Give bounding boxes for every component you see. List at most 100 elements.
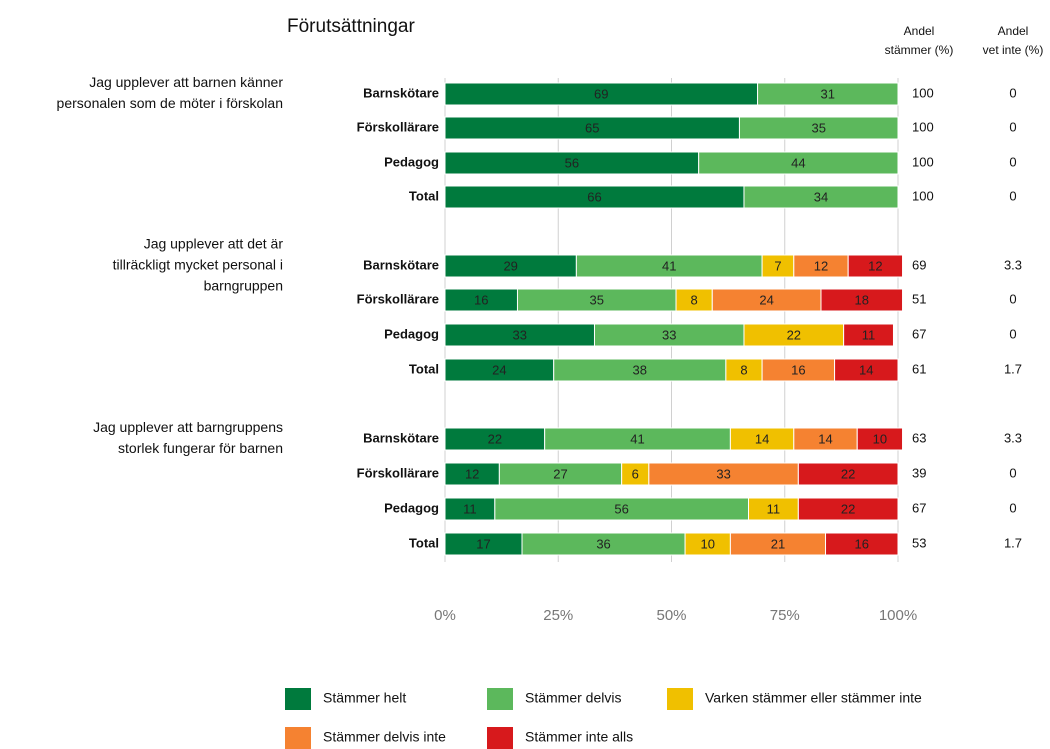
bar-value-label: 33 xyxy=(716,466,730,481)
bar-segment xyxy=(856,427,904,451)
bar-value-label: 22 xyxy=(841,501,855,516)
bar-segment xyxy=(698,151,899,175)
legend-swatch xyxy=(667,688,693,710)
category-label: Förskollärare xyxy=(357,465,439,480)
column-value: 63 xyxy=(912,430,926,445)
category-label: Total xyxy=(409,535,439,550)
category-label: Total xyxy=(409,361,439,376)
bar-value-label: 16 xyxy=(474,292,488,307)
bar-value-label: 16 xyxy=(855,536,869,551)
legend-swatch xyxy=(487,727,513,749)
column-value: 0 xyxy=(1009,291,1016,306)
column-value: 100 xyxy=(912,188,934,203)
column-value: 100 xyxy=(912,119,934,134)
column-header: vet inte (%) xyxy=(983,43,1044,57)
column-value: 39 xyxy=(912,465,926,480)
legend-label: Stämmer delvis xyxy=(525,690,621,706)
bar-value-label: 24 xyxy=(492,362,506,377)
bar-segment xyxy=(843,323,894,347)
bar-segment xyxy=(834,358,899,382)
legend-label: Varken stämmer eller stämmer inte xyxy=(705,690,922,706)
column-header: stämmer (%) xyxy=(885,43,954,57)
column-value: 100 xyxy=(912,154,934,169)
bar-value-label: 14 xyxy=(818,431,832,446)
column-header: Andel xyxy=(904,24,935,38)
column-header: Andel xyxy=(998,24,1029,38)
column-value: 53 xyxy=(912,535,926,550)
column-value: 69 xyxy=(912,257,926,272)
bar-value-label: 69 xyxy=(594,86,608,101)
bar-value-label: 36 xyxy=(596,536,610,551)
bar-value-label: 18 xyxy=(855,292,869,307)
question-label: storlek fungerar för barnen xyxy=(118,440,283,456)
column-value: 3.3 xyxy=(1004,257,1022,272)
legend-swatch xyxy=(285,727,311,749)
legend-swatch xyxy=(487,688,513,710)
bar-value-label: 7 xyxy=(774,258,781,273)
x-tick-label: 25% xyxy=(543,607,573,624)
category-label: Förskollärare xyxy=(357,119,439,134)
category-label: Pedagog xyxy=(384,500,439,515)
category-label: Pedagog xyxy=(384,326,439,341)
column-value: 0 xyxy=(1009,500,1016,515)
bar-value-label: 14 xyxy=(859,362,873,377)
bar-value-label: 11 xyxy=(862,327,876,342)
column-value: 67 xyxy=(912,500,926,515)
bar-value-label: 56 xyxy=(565,155,579,170)
bar-value-label: 12 xyxy=(465,466,479,481)
legend-swatch xyxy=(285,688,311,710)
column-value: 67 xyxy=(912,326,926,341)
bar-value-label: 16 xyxy=(791,362,805,377)
bar-value-label: 56 xyxy=(614,501,628,516)
bar-value-label: 8 xyxy=(740,362,747,377)
column-value: 3.3 xyxy=(1004,430,1022,445)
bar-segment xyxy=(847,254,904,278)
bar-value-label: 22 xyxy=(488,431,502,446)
category-label: Total xyxy=(409,188,439,203)
legend-label: Stämmer helt xyxy=(323,690,406,706)
column-value: 61 xyxy=(912,361,926,376)
bar-value-label: 10 xyxy=(873,431,887,446)
bar-value-label: 66 xyxy=(587,189,601,204)
bar-segment xyxy=(743,185,899,209)
bar-value-label: 35 xyxy=(811,120,825,135)
x-tick-label: 50% xyxy=(656,607,686,624)
question-label: Jag upplever att det är xyxy=(144,236,284,252)
bar-value-label: 41 xyxy=(662,258,676,273)
bar-value-label: 12 xyxy=(814,258,828,273)
question-label: barngruppen xyxy=(204,278,283,294)
x-tick-label: 100% xyxy=(879,607,917,624)
bar-value-label: 11 xyxy=(767,501,781,516)
category-label: Pedagog xyxy=(384,154,439,169)
bar-segment xyxy=(797,462,899,486)
bar-value-label: 35 xyxy=(590,292,604,307)
category-label: Barnskötare xyxy=(363,430,439,445)
column-value: 0 xyxy=(1009,326,1016,341)
question-label: tillräckligt mycket personal i xyxy=(113,257,283,273)
bar-value-label: 38 xyxy=(633,362,647,377)
bar-segment xyxy=(738,116,899,140)
category-label: Barnskötare xyxy=(363,257,439,272)
category-label: Förskollärare xyxy=(357,291,439,306)
question-label: personalen som de möter i förskolan xyxy=(57,95,283,111)
bar-value-label: 12 xyxy=(868,258,882,273)
chart-title: Förutsättningar xyxy=(287,16,415,37)
bar-value-label: 65 xyxy=(585,120,599,135)
column-value: 0 xyxy=(1009,154,1016,169)
x-tick-label: 75% xyxy=(770,607,800,624)
bar-value-label: 22 xyxy=(841,466,855,481)
bar-value-label: 41 xyxy=(630,431,644,446)
bar-value-label: 17 xyxy=(476,536,490,551)
bar-value-label: 27 xyxy=(553,466,567,481)
bar-value-label: 8 xyxy=(691,292,698,307)
column-value: 1.7 xyxy=(1004,361,1022,376)
bar-value-label: 33 xyxy=(513,327,527,342)
bar-value-label: 10 xyxy=(701,536,715,551)
bar-value-label: 24 xyxy=(759,292,773,307)
column-value: 0 xyxy=(1009,85,1016,100)
bar-value-label: 34 xyxy=(814,189,828,204)
bar-segment xyxy=(757,82,899,106)
column-value: 0 xyxy=(1009,465,1016,480)
bar-value-label: 44 xyxy=(791,155,805,170)
